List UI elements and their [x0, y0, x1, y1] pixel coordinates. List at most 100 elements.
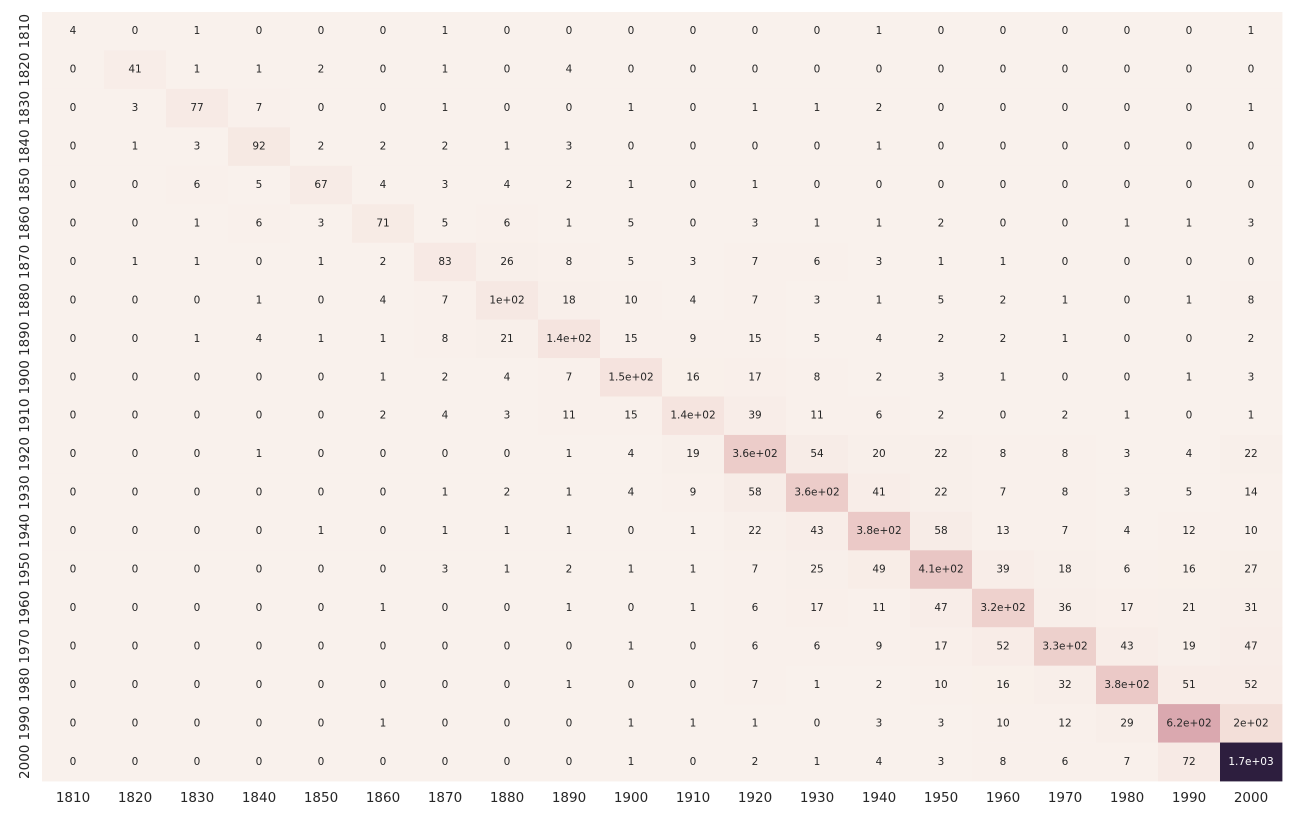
cell-annotation: 4	[442, 410, 449, 422]
cell-annotation: 0	[442, 448, 449, 460]
cell-annotation: 3	[876, 256, 883, 268]
heatmap-cell	[414, 358, 477, 397]
cell-annotation: 0	[70, 294, 77, 306]
heatmap-cell	[972, 396, 1035, 436]
heatmap-cell	[910, 704, 973, 743]
heatmap-cell	[42, 550, 105, 590]
cell-annotation: 3	[194, 141, 201, 153]
cell-annotation: 0	[1124, 64, 1131, 76]
cell-annotation: 0	[256, 410, 263, 422]
heatmap-cell	[1220, 742, 1283, 782]
cell-annotation: 4	[876, 756, 883, 768]
cell-annotation: 0	[194, 756, 201, 768]
heatmap-cell	[414, 550, 477, 590]
heatmap-cell	[414, 242, 477, 282]
heatmap-cell	[1096, 396, 1159, 436]
cell-annotation: 8	[1000, 448, 1007, 460]
heatmap-cell	[104, 511, 167, 551]
cell-annotation: 1	[1186, 294, 1193, 306]
heatmap-cell	[1034, 242, 1097, 282]
cell-annotation: 11	[872, 602, 885, 614]
cell-annotation: 0	[70, 410, 77, 422]
heatmap-cell	[1096, 434, 1159, 474]
heatmap-cell	[724, 319, 787, 359]
cell-annotation: 0	[380, 448, 387, 460]
cell-annotation: 51	[1182, 679, 1195, 691]
y-tick-label: 1890	[17, 322, 33, 356]
cell-annotation: 0	[752, 64, 759, 76]
heatmap-cell	[476, 665, 539, 705]
cell-annotation: 0	[938, 179, 945, 191]
cell-annotation: 0	[1124, 371, 1131, 383]
heatmap-cell	[1220, 588, 1283, 628]
cell-annotation: 1	[752, 717, 759, 729]
cell-annotation: 19	[686, 448, 699, 460]
heatmap-cell	[1034, 473, 1097, 513]
heatmap-cell	[662, 396, 725, 436]
heatmap-cell	[972, 742, 1035, 782]
heatmap-cell	[1158, 396, 1221, 436]
heatmap-cell	[290, 165, 353, 205]
heatmap-cell	[848, 88, 911, 128]
cell-annotation: 2	[876, 102, 883, 114]
cell-annotation: 0	[70, 371, 77, 383]
heatmap-cell	[1034, 742, 1097, 782]
cell-annotation: 4	[566, 64, 573, 76]
heatmap-cell	[104, 588, 167, 628]
cell-annotation: 3	[690, 256, 697, 268]
cell-annotation: 0	[380, 525, 387, 537]
cell-annotation: 7	[1124, 756, 1131, 768]
heatmap-cell	[662, 665, 725, 705]
cell-annotation: 1	[690, 525, 697, 537]
heatmap-cell	[42, 511, 105, 551]
heatmap-cell	[1220, 511, 1283, 551]
heatmap-cell	[352, 704, 415, 743]
heatmap-cell	[104, 704, 167, 743]
heatmap-cell	[662, 204, 725, 244]
heatmap-cell	[538, 281, 601, 320]
heatmap-cell	[538, 473, 601, 513]
heatmap-cell	[848, 704, 911, 743]
heatmap-cell	[290, 12, 353, 51]
heatmap-cell	[848, 473, 911, 513]
cell-annotation: 1	[566, 448, 573, 460]
heatmap-cell	[104, 50, 167, 90]
heatmap-cell	[352, 12, 415, 51]
cell-annotation: 92	[252, 141, 265, 153]
cell-annotation: 41	[872, 487, 885, 499]
y-tick-label: 1880	[17, 283, 33, 317]
cell-annotation: 3	[1124, 487, 1131, 499]
y-tick-label: 1990	[17, 706, 33, 740]
cell-annotation: 1	[628, 756, 635, 768]
cell-annotation: 0	[380, 102, 387, 114]
heatmap-cell	[290, 88, 353, 128]
cell-annotation: 3	[504, 410, 511, 422]
heatmap-cells	[42, 12, 1283, 782]
cell-annotation: 0	[318, 487, 325, 499]
cell-annotation: 0	[752, 25, 759, 37]
heatmap-cell	[724, 434, 787, 474]
heatmap-cell	[228, 358, 291, 397]
heatmap-cell	[662, 550, 725, 590]
cell-annotation: 58	[748, 487, 761, 499]
cell-annotation: 29	[1120, 717, 1133, 729]
heatmap-cell	[538, 165, 601, 205]
cell-annotation: 0	[1062, 179, 1069, 191]
cell-annotation: 0	[442, 717, 449, 729]
heatmap-cell	[910, 665, 973, 705]
cell-annotation: 0	[132, 756, 139, 768]
heatmap-cell	[910, 550, 973, 590]
x-tick-label: 1900	[614, 790, 648, 806]
cell-annotation: 0	[628, 679, 635, 691]
cell-annotation: 0	[504, 679, 511, 691]
x-tick-label: 1940	[862, 790, 896, 806]
heatmap-cell	[600, 204, 663, 244]
cell-annotation: 0	[1062, 64, 1069, 76]
cell-annotation: 2	[938, 333, 945, 345]
cell-annotation: 10	[624, 294, 637, 306]
cell-annotation: 1	[442, 64, 449, 76]
y-tick-label: 1870	[17, 245, 33, 279]
heatmap-cell	[476, 742, 539, 782]
cell-annotation: 0	[1062, 25, 1069, 37]
x-tick-label: 1920	[738, 790, 772, 806]
